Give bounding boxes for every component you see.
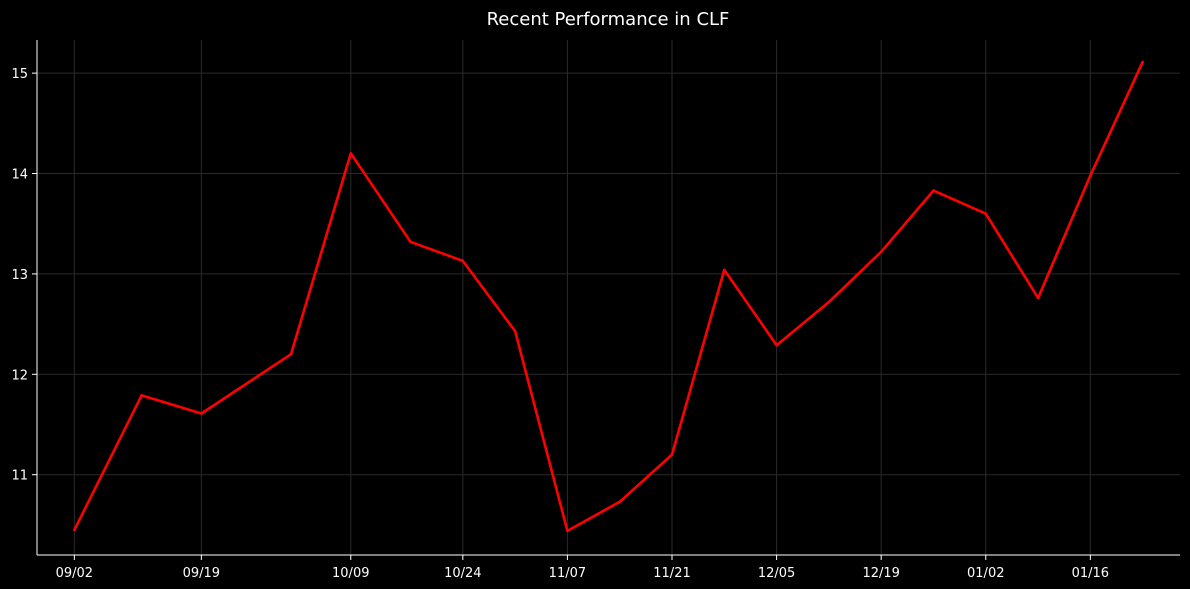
y-tick-label: 11 — [11, 469, 28, 484]
data-point — [1089, 174, 1092, 177]
data-point — [73, 528, 76, 532]
data-point — [200, 412, 203, 415]
x-tick-label: 10/09 — [332, 566, 369, 581]
data-point — [349, 152, 353, 155]
x-tick-label: 09/02 — [56, 566, 93, 581]
data-point — [513, 329, 517, 333]
x-tick-label: 11/07 — [549, 566, 586, 581]
x-tick-label: 09/19 — [183, 566, 220, 581]
data-point — [1141, 60, 1144, 64]
grid-layer — [37, 40, 1180, 555]
data-point — [932, 189, 935, 192]
data-point — [289, 352, 293, 356]
axes-layer — [36, 40, 1180, 556]
data-point — [1036, 296, 1040, 300]
x-tick-label: 01/16 — [1072, 566, 1109, 581]
y-tick-label: 13 — [11, 268, 28, 283]
data-point — [566, 529, 569, 533]
data-point — [461, 259, 465, 263]
x-tick-label: 10/24 — [444, 566, 481, 581]
data-point — [984, 212, 988, 215]
y-tick-label: 14 — [11, 168, 28, 183]
data-point — [723, 268, 726, 272]
x-tick-label: 11/21 — [653, 566, 690, 581]
data-point — [618, 500, 621, 504]
chart-title: Recent Performance in CLF — [487, 9, 730, 30]
x-tick-label: 01/02 — [967, 566, 1004, 581]
x-tick-label: 12/05 — [758, 566, 795, 581]
data-point — [827, 300, 831, 304]
series-layer — [73, 60, 1144, 533]
data-point — [879, 250, 883, 254]
ticks-layer: 09/02 09/19 10/09 10/24 11/07 11/21 12/05 12/19… — [11, 67, 1109, 581]
x-tick-label: 12/19 — [862, 566, 899, 581]
data-point — [775, 343, 778, 347]
series-line — [73, 60, 1144, 533]
y-tick-label: 15 — [11, 67, 28, 82]
y-tick-label: 12 — [11, 368, 28, 383]
data-point — [140, 394, 143, 397]
data-point — [670, 453, 674, 456]
data-point — [409, 240, 412, 244]
